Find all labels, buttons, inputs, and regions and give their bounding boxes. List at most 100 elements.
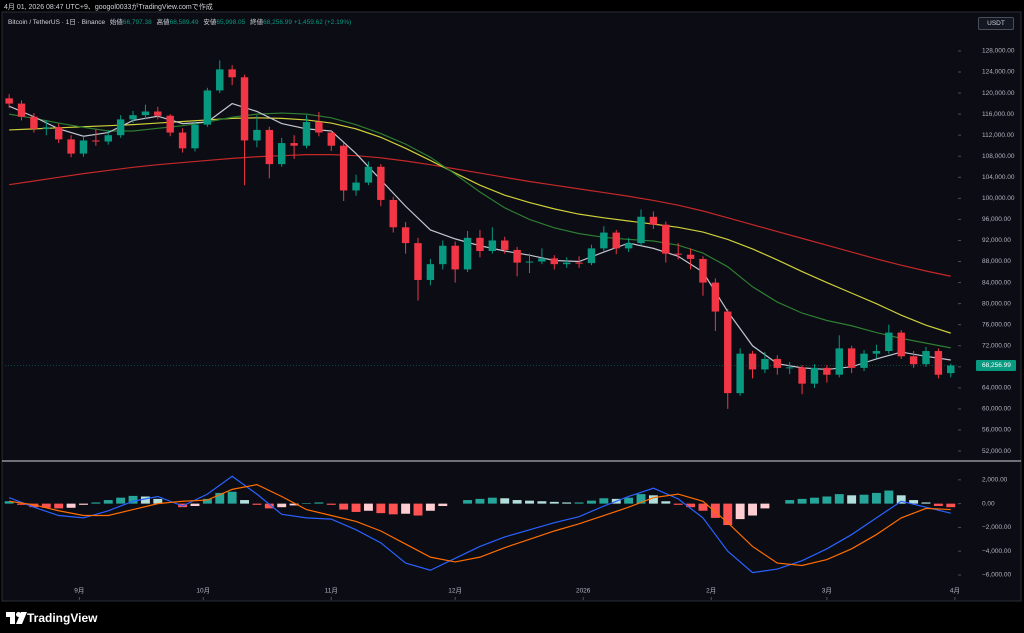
header-text: 4月 01, 2026 08:47 UTC+9、googol0033がTradi… bbox=[4, 4, 213, 11]
histogram-bar bbox=[116, 497, 126, 504]
candle-body bbox=[253, 129, 261, 141]
histogram-bar bbox=[388, 503, 398, 515]
histogram-bar bbox=[896, 495, 906, 504]
candle-body bbox=[761, 358, 769, 370]
candle-body bbox=[17, 103, 26, 117]
histogram-bar bbox=[587, 500, 596, 504]
footer: TradingView bbox=[0, 603, 1024, 633]
histogram-bar bbox=[66, 503, 76, 508]
histogram-bar bbox=[190, 503, 200, 507]
y-tick-label: 96,000.00 bbox=[982, 216, 1011, 223]
histogram-bar bbox=[673, 503, 683, 505]
legend-label: 始値 bbox=[109, 19, 123, 26]
candle-body bbox=[823, 367, 831, 375]
candle-body bbox=[835, 348, 843, 375]
candle-body bbox=[389, 199, 397, 228]
candle-body bbox=[265, 129, 274, 165]
histogram-bar bbox=[202, 498, 212, 504]
candle-body bbox=[154, 111, 162, 116]
y-tick-label: 124,000.00 bbox=[982, 69, 1015, 76]
histogram-bar bbox=[153, 498, 163, 504]
candle-body bbox=[860, 353, 868, 368]
candle-body bbox=[302, 122, 311, 146]
x-tick-label: 10月 bbox=[196, 587, 210, 595]
chart-frame bbox=[1, 11, 1022, 602]
y-tick-label: −4,000.00 bbox=[982, 548, 1011, 555]
histogram-bar bbox=[351, 503, 361, 512]
candle-body bbox=[562, 262, 571, 265]
histogram-bar bbox=[277, 503, 287, 508]
currency-button[interactable]: USDT bbox=[978, 17, 1014, 30]
candle-body bbox=[439, 245, 447, 265]
candle-body bbox=[30, 116, 38, 129]
candle-body bbox=[575, 262, 583, 264]
y-tick-label: 72,000.00 bbox=[982, 342, 1011, 349]
histogram-bar bbox=[91, 502, 101, 504]
histogram-bar bbox=[698, 503, 708, 511]
histogram-bar bbox=[302, 503, 311, 504]
candle-body bbox=[847, 348, 856, 368]
histogram-bar bbox=[748, 503, 757, 516]
candle-body bbox=[538, 258, 546, 262]
logo-text: TradingView bbox=[27, 611, 98, 625]
candle-body bbox=[203, 90, 212, 125]
histogram-bar bbox=[339, 503, 349, 510]
candle-body bbox=[339, 145, 348, 191]
histogram-bar bbox=[54, 503, 64, 509]
candle-body bbox=[934, 351, 943, 375]
candle-body bbox=[885, 332, 893, 352]
y-tick-label: 108,000.00 bbox=[982, 153, 1015, 160]
candle-body bbox=[191, 124, 199, 149]
histogram-bar bbox=[946, 503, 956, 508]
y-tick-label: 88,000.00 bbox=[982, 258, 1011, 265]
histogram-bar bbox=[599, 498, 609, 504]
legend-label: 安値 bbox=[203, 19, 217, 26]
candle-body bbox=[476, 237, 484, 252]
histogram-bar bbox=[363, 503, 373, 511]
x-tick-label: 2月 bbox=[706, 587, 716, 595]
x-tick-label: 4月 bbox=[950, 587, 960, 595]
candle-body bbox=[947, 365, 955, 374]
candle-body bbox=[798, 367, 806, 384]
candle-body bbox=[624, 243, 633, 249]
y-tick-label: −6,000.00 bbox=[982, 572, 1011, 579]
y-tick-label: 104,000.00 bbox=[982, 174, 1015, 181]
candle-body bbox=[637, 216, 645, 244]
histogram-bar bbox=[537, 501, 547, 504]
candle-body bbox=[773, 358, 782, 368]
histogram-bar bbox=[4, 501, 14, 504]
histogram-bar bbox=[227, 491, 237, 504]
candle-body bbox=[674, 253, 682, 255]
candle-body bbox=[525, 261, 534, 263]
line bbox=[9, 112, 951, 349]
last-price-box bbox=[976, 359, 1016, 371]
candle-body bbox=[686, 254, 695, 259]
candle-body bbox=[587, 248, 596, 264]
candle-body bbox=[315, 122, 323, 133]
candle-body bbox=[141, 111, 150, 116]
x-tick-label: 9月 bbox=[74, 587, 84, 595]
histogram-bar bbox=[847, 495, 857, 504]
histogram-bar bbox=[140, 496, 150, 504]
histogram-bar bbox=[785, 500, 795, 504]
candle-body bbox=[327, 132, 335, 146]
histogram-bar bbox=[79, 503, 88, 505]
candle-body bbox=[67, 139, 75, 154]
legend-label: 終値 bbox=[250, 19, 264, 26]
candle-body bbox=[612, 232, 620, 249]
histogram-bar bbox=[574, 502, 584, 504]
histogram-bar bbox=[648, 495, 658, 504]
candle-body bbox=[699, 258, 707, 283]
legend-value: 68,589.49 bbox=[169, 19, 199, 26]
candle-body bbox=[501, 240, 509, 250]
histogram-bar bbox=[252, 503, 262, 505]
candle-body bbox=[352, 182, 360, 191]
y-tick-label: 60,000.00 bbox=[982, 406, 1011, 413]
histogram-bar bbox=[264, 503, 274, 509]
line bbox=[9, 154, 951, 277]
x-tick-label: 12月 bbox=[448, 587, 462, 595]
histogram-bar bbox=[859, 494, 869, 504]
legend-value: 65,998.05 bbox=[216, 19, 246, 26]
y-tick-label: 116,000.00 bbox=[982, 111, 1014, 118]
